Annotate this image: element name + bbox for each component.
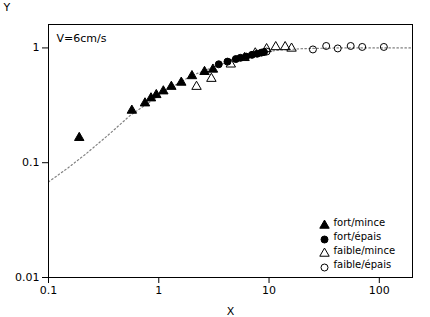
svg-text:100: 100 — [369, 284, 390, 297]
svg-text:X: X — [227, 305, 235, 317]
svg-text:10: 10 — [262, 284, 276, 297]
svg-text:0.1: 0.1 — [40, 284, 58, 297]
svg-text:faible/épais: faible/épais — [334, 259, 392, 270]
svg-text:0.01: 0.01 — [15, 271, 40, 284]
svg-text:fort/épais: fort/épais — [334, 231, 382, 242]
svg-text:1: 1 — [33, 41, 40, 54]
svg-text:V=6cm/s: V=6cm/s — [57, 32, 107, 45]
svg-text:1: 1 — [155, 284, 162, 297]
svg-text:Y: Y — [3, 1, 11, 14]
svg-text:0.1: 0.1 — [22, 156, 40, 169]
svg-text:faible/mince: faible/mince — [334, 245, 396, 256]
svg-text:fort/mince: fort/mince — [334, 217, 386, 228]
